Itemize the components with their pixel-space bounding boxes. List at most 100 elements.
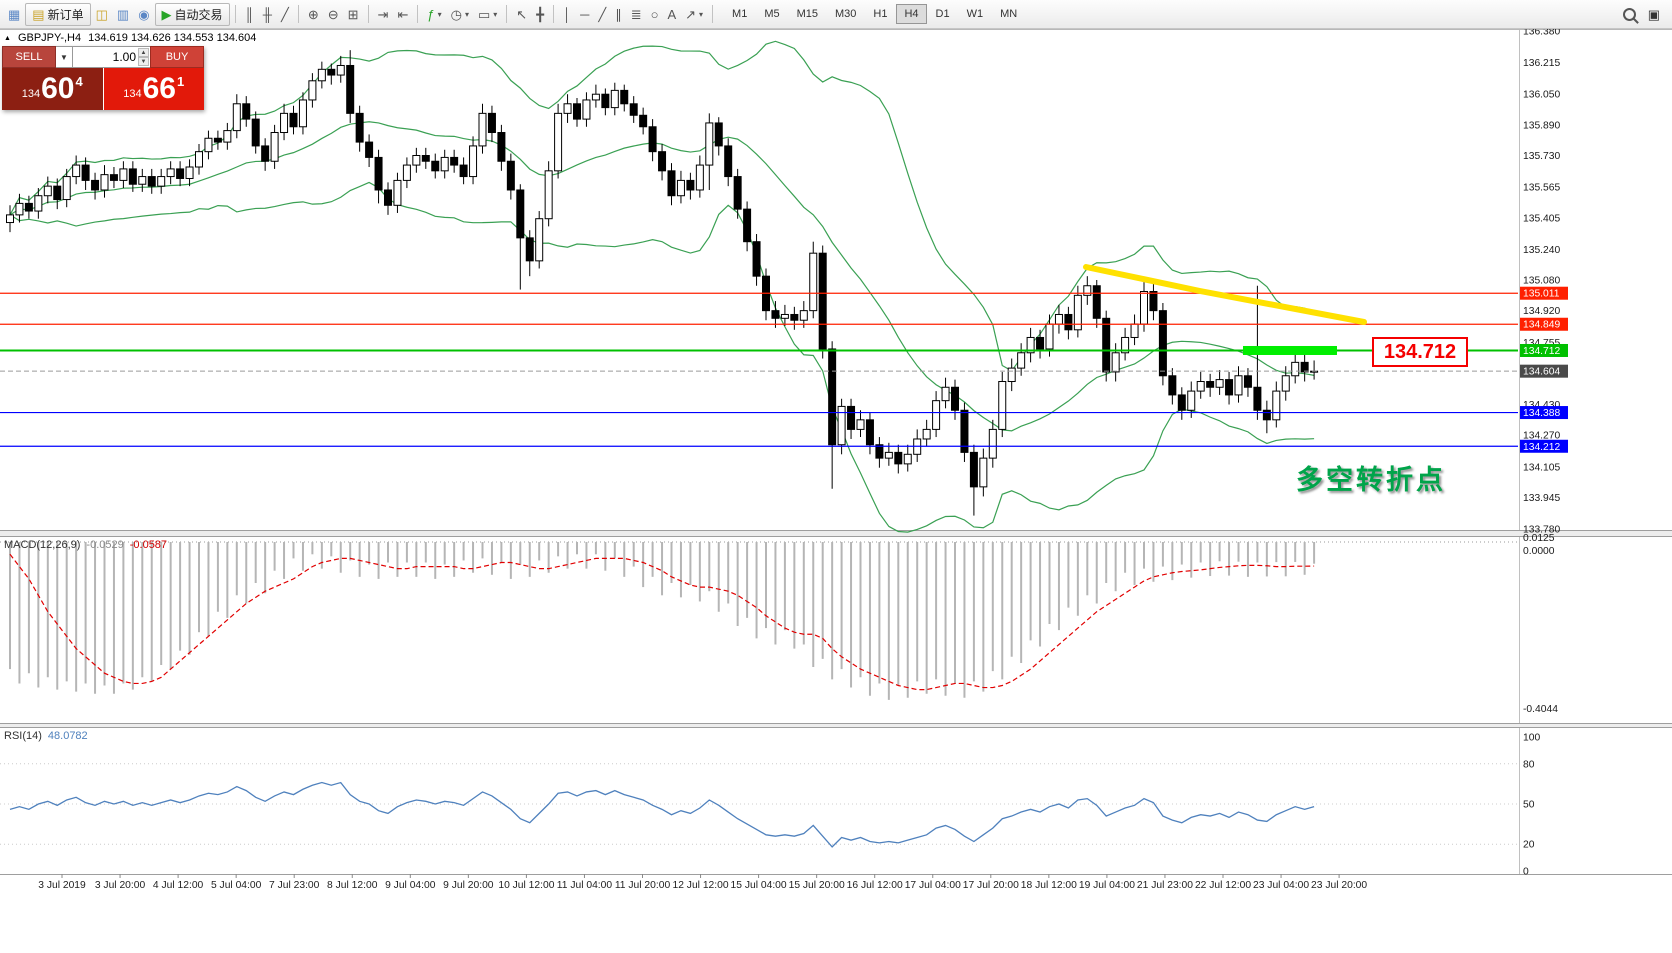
svg-text:16 Jul 12:00: 16 Jul 12:00 bbox=[847, 880, 903, 891]
svg-text:135.730: 135.730 bbox=[1523, 151, 1560, 162]
timeframe-mn-button[interactable]: MN bbox=[1000, 8, 1018, 20]
arrow-objects-icon: ↗ bbox=[685, 6, 697, 22]
periods-icon: ◷ bbox=[450, 6, 462, 22]
sell-button[interactable]: SELL bbox=[2, 46, 56, 68]
svg-text:135.011: 135.011 bbox=[1523, 289, 1560, 300]
svg-text:134.430: 134.430 bbox=[1523, 400, 1560, 411]
navigator-icon[interactable]: ◉ bbox=[134, 6, 153, 23]
price-axis: 136.380 136.215 136.050 135.890 135.730 135.5… bbox=[1520, 27, 1568, 536]
line-chart-icon: ╱ bbox=[281, 6, 289, 22]
sell-price-button[interactable]: 134 60 4 bbox=[2, 68, 103, 110]
volume-increment-button[interactable]: ▲ bbox=[138, 48, 149, 57]
templates-icon[interactable]: ▭ ▾ bbox=[474, 6, 501, 23]
timeframe-m15-button[interactable]: M15 bbox=[796, 8, 819, 20]
chart-symbol-period: GBPJPY-,H4 bbox=[17, 32, 82, 44]
toolbar-separator bbox=[417, 5, 419, 23]
text-label-icon[interactable]: A bbox=[663, 6, 680, 23]
buy-price-prefix: 134 bbox=[123, 87, 142, 100]
zoom-out-icon[interactable]: ⊖ bbox=[324, 6, 343, 23]
svg-text:11 Jul 04:00: 11 Jul 04:00 bbox=[557, 880, 613, 891]
svg-text:135.405: 135.405 bbox=[1523, 213, 1560, 224]
crosshair-icon[interactable]: ╋ bbox=[532, 6, 548, 23]
macd-value-2: -0.0587 bbox=[129, 539, 168, 551]
autotrading-button[interactable]: ▶ 自动交易 bbox=[154, 2, 230, 26]
chart-ohlc-info: ▲ GBPJPY-,H4 134.619 134.626 134.553 134… bbox=[4, 32, 256, 44]
geometric-shapes-icon[interactable]: ○ bbox=[647, 6, 663, 23]
volume-box: ▲ ▼ bbox=[73, 46, 150, 68]
green-highlight-segment[interactable] bbox=[1243, 345, 1337, 355]
svg-text:12 Jul 12:00: 12 Jul 12:00 bbox=[672, 880, 728, 891]
equidistant-channel-icon[interactable]: ∥ bbox=[611, 6, 626, 23]
svg-text:17 Jul 04:00: 17 Jul 04:00 bbox=[905, 880, 961, 891]
timeframe-m1-button[interactable]: M1 bbox=[732, 8, 748, 20]
main-toolbar: ▦ ▤ 新订单 ◫ ▥ ◉ ▶ 自动交易 ║ ╫ ╱ ⊕ ⊖ ⊞ ⇥ ⇤ ƒ ▾ ◷ ▾ ▭ ▾ ↖ ╋ │ ─ ╱ ∥ ≣ ○ A ↗ ▾ M… bbox=[0, 0, 1672, 29]
volume-input[interactable] bbox=[73, 47, 150, 67]
volume-decrement-button[interactable]: ▼ bbox=[138, 57, 149, 66]
new-order-button[interactable]: ▤ 新订单 bbox=[25, 2, 91, 26]
svg-text:20: 20 bbox=[1523, 840, 1535, 851]
bar-chart-icon[interactable]: ║ bbox=[241, 6, 258, 23]
trendline-icon[interactable]: ╱ bbox=[594, 6, 610, 23]
svg-text:134.388: 134.388 bbox=[1523, 408, 1560, 419]
bar-chart-icon: ║ bbox=[244, 6, 254, 22]
search-button[interactable] bbox=[1619, 6, 1640, 23]
timeframe-d1-button[interactable]: D1 bbox=[935, 8, 950, 20]
autotrading-icon: ▶ bbox=[161, 6, 172, 22]
macd-value-1: -0.0529 bbox=[86, 539, 124, 551]
layouts-icon[interactable]: ◫ bbox=[92, 6, 112, 23]
fibonacci-icon[interactable]: ≣ bbox=[627, 6, 646, 23]
macd-panel: 0.0125 0.0000 -0.4044 bbox=[0, 533, 1558, 715]
svg-text:135.080: 135.080 bbox=[1523, 276, 1560, 287]
svg-text:23 Jul 20:00: 23 Jul 20:00 bbox=[1311, 880, 1367, 891]
horizontal-line-icon: ─ bbox=[580, 6, 590, 22]
buy-price-big: 66 bbox=[142, 72, 176, 105]
dropdown-caret-icon: ▾ bbox=[493, 9, 498, 19]
tile-windows-icon[interactable]: ⊞ bbox=[344, 6, 363, 23]
crosshair-icon: ╋ bbox=[536, 6, 545, 22]
zoom-in-icon[interactable]: ⊕ bbox=[304, 6, 323, 23]
vertical-line-icon[interactable]: │ bbox=[559, 6, 575, 23]
buy-button[interactable]: BUY bbox=[150, 46, 204, 68]
svg-text:11 Jul 20:00: 11 Jul 20:00 bbox=[615, 880, 671, 891]
rsi-panel: 100 80 50 20 0 bbox=[0, 733, 1540, 878]
new-window-icon[interactable]: ▣ bbox=[1644, 6, 1664, 23]
arrow-objects-icon[interactable]: ↗ ▾ bbox=[681, 6, 707, 23]
buy-price-sup: 1 bbox=[177, 74, 185, 89]
order-type-caret-button[interactable]: ▼ bbox=[56, 46, 73, 68]
svg-text:9 Jul 20:00: 9 Jul 20:00 bbox=[443, 880, 494, 891]
timeframe-h4-button[interactable]: H4 bbox=[896, 4, 927, 24]
price-callout[interactable]: 134.712 bbox=[1372, 337, 1468, 367]
svg-text:10 Jul 12:00: 10 Jul 12:00 bbox=[498, 880, 554, 891]
time-axis: 3 Jul 2019 3 Jul 20:00 4 Jul 12:00 5 Jul 04… bbox=[38, 874, 1367, 891]
zoom-out-icon: ⊖ bbox=[327, 6, 339, 22]
auto-scroll-icon[interactable]: ⇥ bbox=[374, 6, 393, 23]
annotation-text[interactable]: 多空转折点 bbox=[1296, 465, 1446, 495]
chart-shift-icon[interactable]: ⇤ bbox=[393, 6, 412, 23]
line-chart-icon[interactable]: ╱ bbox=[277, 6, 293, 23]
buy-price-button[interactable]: 134 66 1 bbox=[102, 68, 204, 110]
navigator-icon: ◉ bbox=[138, 6, 150, 22]
svg-text:136.215: 136.215 bbox=[1523, 58, 1560, 69]
timeframe-m30-button[interactable]: M30 bbox=[835, 8, 857, 20]
periods-icon[interactable]: ◷ ▾ bbox=[447, 6, 473, 23]
market-watch-icon[interactable]: ▥ bbox=[113, 6, 133, 23]
timeframe-w1-button[interactable]: W1 bbox=[966, 8, 984, 20]
cursor-icon[interactable]: ↖ bbox=[512, 6, 531, 23]
new-chart-icon[interactable]: ▦ bbox=[4, 6, 24, 23]
market-watch-icon: ▥ bbox=[116, 6, 130, 22]
svg-text:3 Jul 20:00: 3 Jul 20:00 bbox=[95, 880, 146, 891]
timeframe-h1-button[interactable]: H1 bbox=[873, 8, 888, 20]
indicators-icon[interactable]: ƒ ▾ bbox=[423, 6, 445, 23]
horizontal-line-icon[interactable]: ─ bbox=[576, 6, 593, 23]
svg-text:19 Jul 04:00: 19 Jul 04:00 bbox=[1079, 880, 1135, 891]
horizontal-level-lines[interactable] bbox=[0, 292, 1518, 447]
yellow-trend-line[interactable] bbox=[1083, 264, 1367, 325]
candlestick-chart-icon[interactable]: ╫ bbox=[259, 6, 276, 23]
svg-text:3 Jul 2019: 3 Jul 2019 bbox=[38, 880, 86, 891]
svg-text:50: 50 bbox=[1523, 800, 1535, 811]
svg-text:22 Jul 12:00: 22 Jul 12:00 bbox=[1195, 880, 1251, 891]
timeframe-m5-button[interactable]: M5 bbox=[764, 8, 780, 20]
collapse-arrow-icon[interactable]: ▲ bbox=[4, 34, 11, 42]
